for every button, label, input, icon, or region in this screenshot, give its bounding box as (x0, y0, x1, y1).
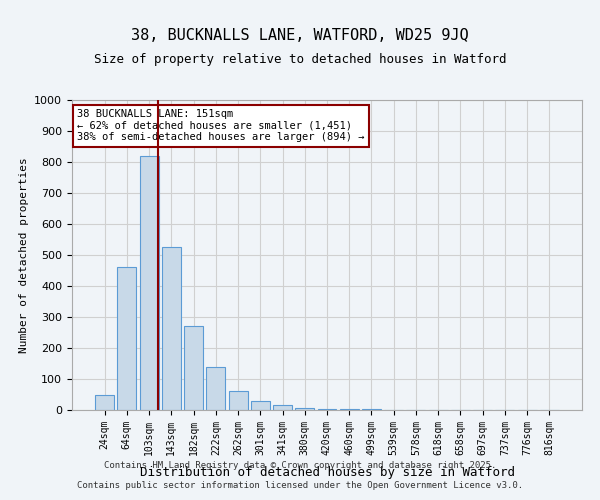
Text: Size of property relative to detached houses in Watford: Size of property relative to detached ho… (94, 54, 506, 66)
Bar (140, 156, 158, 410)
Bar (95, 394, 114, 410)
Bar (340, 409, 359, 410)
Text: Contains HM Land Registry data © Crown copyright and database right 2025.: Contains HM Land Registry data © Crown c… (104, 460, 496, 469)
Text: 38 BUCKNALLS LANE: 151sqm
← 62% of detached houses are smaller (1,451)
38% of se: 38 BUCKNALLS LANE: 151sqm ← 62% of detac… (77, 110, 365, 142)
Bar (295, 408, 314, 410)
Bar (206, 366, 225, 410)
Bar (229, 392, 248, 410)
Bar (162, 247, 181, 410)
Y-axis label: Number of detached properties: Number of detached properties (19, 157, 29, 353)
Bar (184, 326, 203, 410)
Bar (118, 268, 136, 410)
Text: Contains public sector information licensed under the Open Government Licence v3: Contains public sector information licen… (77, 480, 523, 490)
Bar (317, 409, 337, 410)
Text: 38, BUCKNALLS LANE, WATFORD, WD25 9JQ: 38, BUCKNALLS LANE, WATFORD, WD25 9JQ (131, 28, 469, 42)
Bar (251, 400, 270, 410)
X-axis label: Distribution of detached houses by size in Watford: Distribution of detached houses by size … (139, 466, 515, 479)
Bar (273, 406, 292, 410)
